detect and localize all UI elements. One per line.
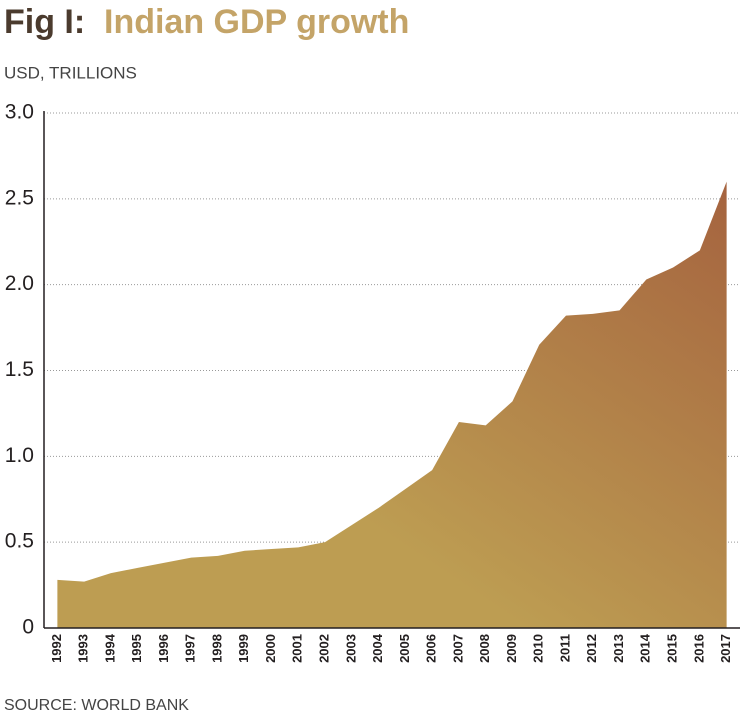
x-tick-label: 1992 bbox=[49, 634, 64, 663]
x-tick-label: 1997 bbox=[183, 634, 198, 663]
y-tick-label: 0 bbox=[22, 616, 34, 639]
x-tick-label: 2000 bbox=[263, 634, 278, 663]
x-tick-label: 2010 bbox=[531, 634, 546, 663]
x-tick-label: 1998 bbox=[209, 634, 224, 663]
x-tick-label: 2005 bbox=[397, 634, 412, 663]
x-tick-label: 1996 bbox=[156, 634, 171, 663]
x-tick-label: 2007 bbox=[450, 634, 465, 663]
x-tick-label: 2003 bbox=[343, 634, 358, 663]
x-tick-label: 2004 bbox=[370, 633, 385, 663]
y-tick-label: 0.5 bbox=[5, 530, 34, 553]
x-tick-label: 2009 bbox=[504, 634, 519, 663]
x-tick-label: 2014 bbox=[638, 633, 653, 663]
x-tick-label: 2016 bbox=[691, 634, 706, 663]
chart-title: Indian GDP growth bbox=[104, 3, 409, 41]
x-tick-label: 1994 bbox=[102, 633, 117, 663]
x-tick-label: 1999 bbox=[236, 634, 251, 663]
x-tick-label: 2015 bbox=[665, 634, 680, 663]
subtitle: USD, TRILLIONS bbox=[4, 63, 137, 82]
y-tick-label: 1.0 bbox=[5, 444, 34, 467]
figure-label: Fig I: bbox=[4, 3, 85, 41]
y-tick-label: 3.0 bbox=[5, 101, 34, 124]
source: SOURCE: WORLD BANK bbox=[4, 697, 189, 714]
x-tick-label: 1993 bbox=[76, 634, 91, 663]
y-tick-label: 1.5 bbox=[5, 358, 34, 381]
x-tick-label: 2001 bbox=[290, 634, 305, 663]
x-tick-label: 2017 bbox=[718, 634, 733, 663]
y-tick-label: 2.0 bbox=[5, 272, 34, 295]
x-tick-label: 2013 bbox=[611, 634, 626, 663]
x-tick-label: 2006 bbox=[424, 634, 439, 663]
x-tick-label: 2002 bbox=[317, 634, 332, 663]
x-tick-label: 2011 bbox=[557, 634, 572, 662]
x-tick-label: 2008 bbox=[477, 634, 492, 663]
area bbox=[57, 181, 727, 628]
x-tick-label: 1995 bbox=[129, 634, 144, 663]
y-tick-label: 2.5 bbox=[5, 186, 34, 209]
x-tick-label: 2012 bbox=[584, 634, 599, 663]
